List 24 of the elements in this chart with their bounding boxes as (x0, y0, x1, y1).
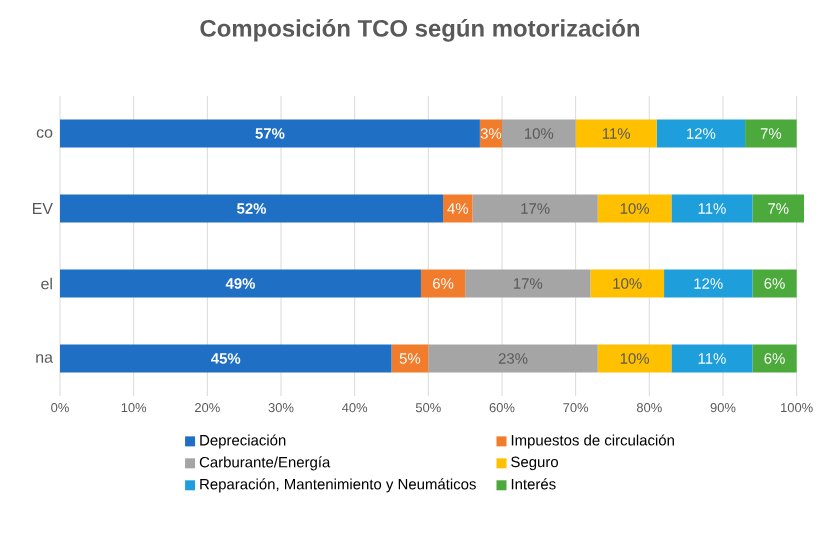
bar (590, 269, 665, 298)
bar (752, 269, 797, 298)
bar (597, 194, 672, 223)
bar (752, 344, 797, 373)
bar (671, 344, 753, 373)
bar (420, 269, 466, 298)
bar (428, 344, 598, 373)
bar (671, 194, 753, 223)
bar (60, 194, 444, 223)
bar (443, 194, 473, 223)
bar (745, 119, 797, 148)
bar (664, 269, 753, 298)
bar (472, 194, 598, 223)
bar (391, 344, 429, 373)
bar (60, 119, 480, 148)
bar (465, 269, 591, 298)
chart-title: Composición TCO según motorización (200, 19, 640, 42)
bar (60, 269, 421, 298)
bar (60, 344, 392, 373)
bar (597, 344, 672, 373)
bar (656, 119, 746, 148)
bar (575, 119, 657, 148)
bar (752, 194, 805, 223)
bar (501, 119, 576, 148)
